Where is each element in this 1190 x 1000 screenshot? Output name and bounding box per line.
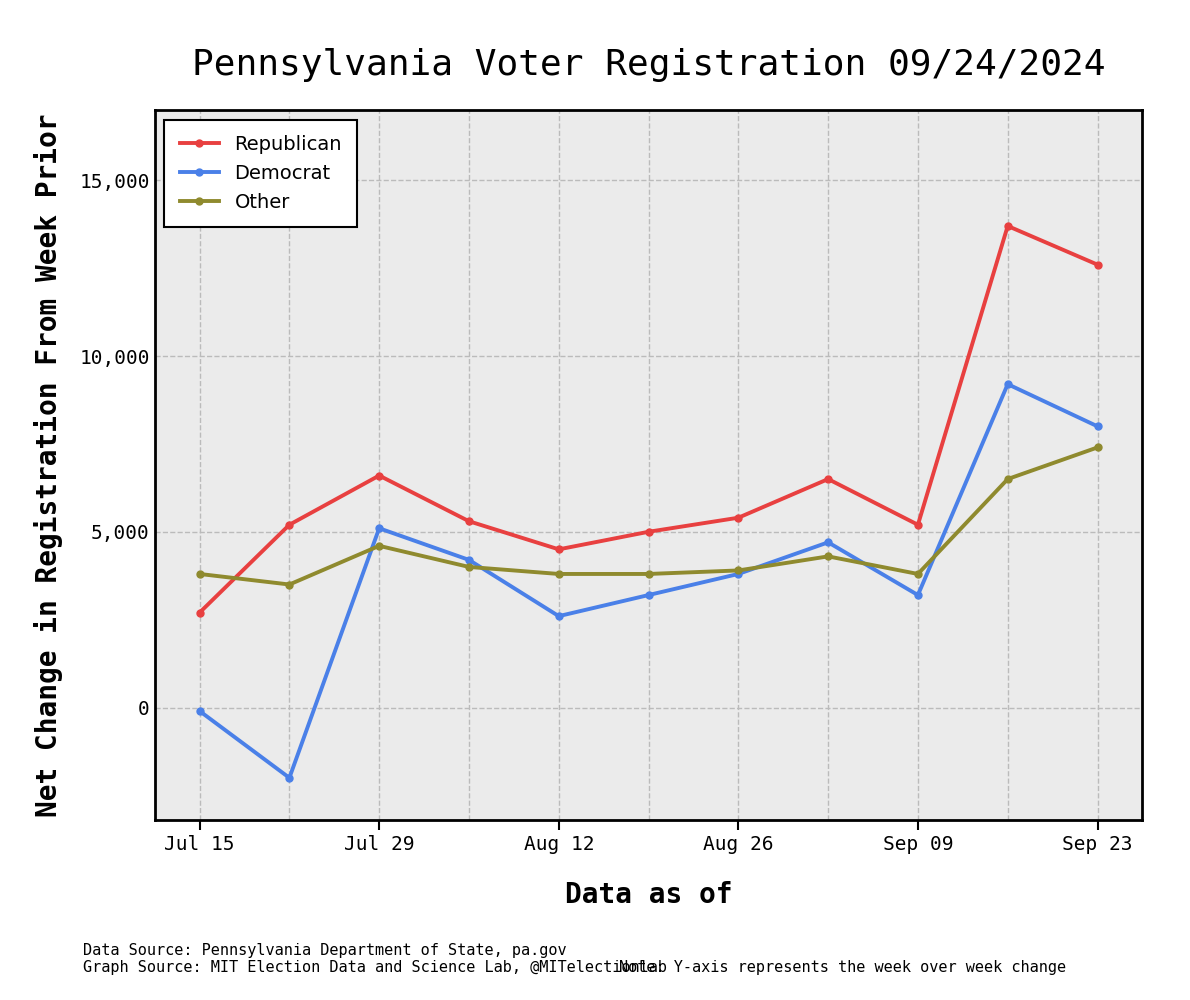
Other <box>641 568 656 580</box>
Other <box>552 568 566 580</box>
Democrat <box>462 554 476 566</box>
Democrat <box>641 589 656 601</box>
Other <box>1090 441 1104 453</box>
Line: Republican: Republican <box>196 223 1101 616</box>
Title: Pennsylvania Voter Registration 09/24/2024: Pennsylvania Voter Registration 09/24/20… <box>192 48 1106 82</box>
Republican <box>372 470 387 482</box>
Democrat <box>372 522 387 534</box>
Democrat <box>910 589 925 601</box>
Republican <box>641 526 656 538</box>
Republican <box>910 519 925 531</box>
Other <box>731 564 745 576</box>
Democrat <box>821 536 835 548</box>
Other <box>821 550 835 562</box>
Republican <box>821 473 835 485</box>
Other <box>910 568 925 580</box>
Democrat <box>552 610 566 622</box>
Republican <box>193 607 207 619</box>
Other <box>282 579 296 591</box>
Democrat <box>1090 420 1104 432</box>
Republican <box>462 515 476 527</box>
Other <box>193 568 207 580</box>
Other <box>372 540 387 552</box>
Democrat <box>282 772 296 784</box>
Republican <box>1001 220 1015 232</box>
Line: Other: Other <box>196 444 1101 588</box>
Text: Note: Y-axis represents the week over week change: Note: Y-axis represents the week over we… <box>619 960 1066 975</box>
Line: Democrat: Democrat <box>196 381 1101 781</box>
Other <box>1001 473 1015 485</box>
X-axis label: Data as of: Data as of <box>565 881 732 909</box>
Democrat <box>731 568 745 580</box>
Other <box>462 561 476 573</box>
Y-axis label: Net Change in Registration From Week Prior: Net Change in Registration From Week Pri… <box>33 113 63 817</box>
Republican <box>1090 259 1104 271</box>
Text: Data Source: Pennsylvania Department of State, pa.gov
Graph Source: MIT Election: Data Source: Pennsylvania Department of … <box>83 943 668 975</box>
Democrat <box>1001 378 1015 390</box>
Republican <box>552 543 566 555</box>
Legend: Republican, Democrat, Other: Republican, Democrat, Other <box>164 120 357 227</box>
Republican <box>282 519 296 531</box>
Democrat <box>193 705 207 717</box>
Republican <box>731 512 745 524</box>
